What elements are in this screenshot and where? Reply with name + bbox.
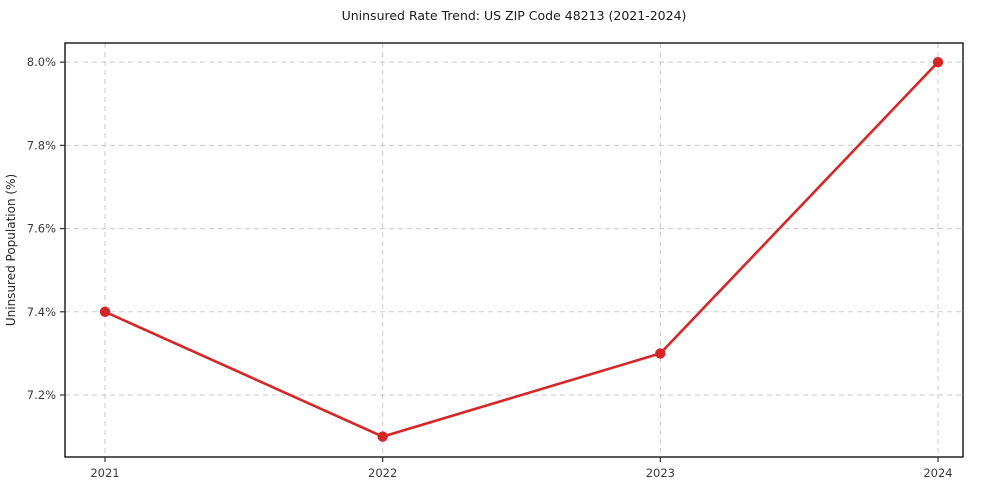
- y-tick-label: 7.4%: [27, 305, 56, 319]
- data-point: [377, 431, 388, 442]
- chart-title: Uninsured Rate Trend: US ZIP Code 48213 …: [342, 8, 687, 23]
- trend-line: [103, 60, 940, 438]
- x-tick-label: 2024: [923, 466, 952, 480]
- x-tick-label: 2022: [368, 466, 397, 480]
- x-tick-label: 2023: [646, 466, 675, 480]
- x-tick-label: 2021: [90, 466, 119, 480]
- y-axis-label: Uninsured Population (%): [4, 174, 18, 326]
- plot-render-root: 2021 2022 2023 2024 7.2% 7.4% 7.6% 7.8% 8.0%: [27, 42, 964, 480]
- y-tick-label: 7.2%: [27, 388, 56, 402]
- plot-frame: [64, 42, 964, 458]
- data-point: [932, 56, 944, 68]
- y-tick-label: 7.6%: [27, 222, 56, 236]
- data-point: [99, 306, 111, 317]
- data-point: [655, 348, 666, 359]
- y-tick-label: 8.0%: [27, 55, 56, 69]
- y-tick-label: 7.8%: [27, 138, 56, 152]
